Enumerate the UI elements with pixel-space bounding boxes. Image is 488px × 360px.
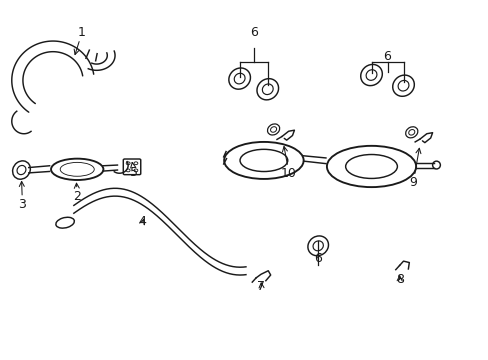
Text: 6: 6 (249, 26, 257, 40)
Text: 3: 3 (19, 181, 26, 211)
Text: 1: 1 (74, 26, 86, 55)
Text: 6: 6 (383, 50, 391, 63)
Text: 10: 10 (281, 147, 296, 180)
Text: 2: 2 (73, 183, 81, 203)
Text: 5: 5 (130, 162, 138, 179)
Text: 6: 6 (314, 252, 322, 265)
Text: 8: 8 (395, 273, 403, 286)
Text: 4: 4 (139, 216, 146, 229)
Text: 7: 7 (257, 280, 265, 293)
Text: 9: 9 (408, 148, 420, 189)
